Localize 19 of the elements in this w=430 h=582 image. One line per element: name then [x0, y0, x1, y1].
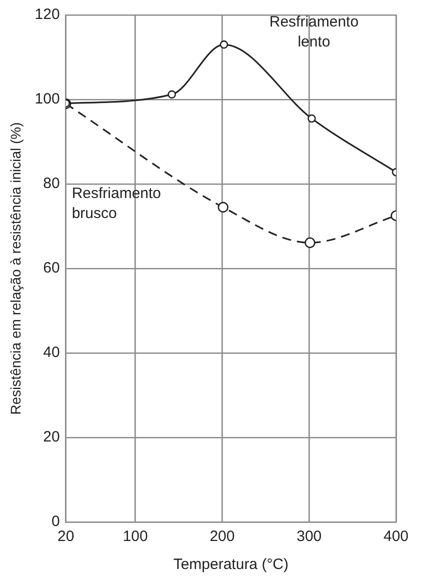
x-tick-label: 400 — [383, 528, 409, 546]
y-tick-label: 20 — [43, 428, 60, 446]
series-label: Resfriamento lento — [269, 14, 359, 51]
series-label: Resfriamento brusco — [72, 184, 162, 222]
y-tick-label: 40 — [43, 344, 60, 362]
y-tick-label: 100 — [34, 90, 60, 108]
point — [308, 114, 316, 123]
x-tick-label: 200 — [210, 528, 235, 546]
y-tick-label: 0 — [51, 513, 60, 530]
x-tick-label: 300 — [296, 528, 322, 546]
point — [168, 90, 176, 99]
x-axis-title: Temperatura (°C) — [173, 556, 289, 574]
y-tick-label: 60 — [43, 260, 60, 277]
y-tick-label: 120 — [34, 6, 60, 24]
y-tick-label: 80 — [43, 175, 60, 192]
point — [220, 40, 228, 49]
y-axis-title: Resistência em relação à resistência inicial (%) — [7, 122, 24, 415]
x-tick-label: 20 — [57, 528, 74, 546]
x-tick-label: 100 — [122, 528, 148, 546]
